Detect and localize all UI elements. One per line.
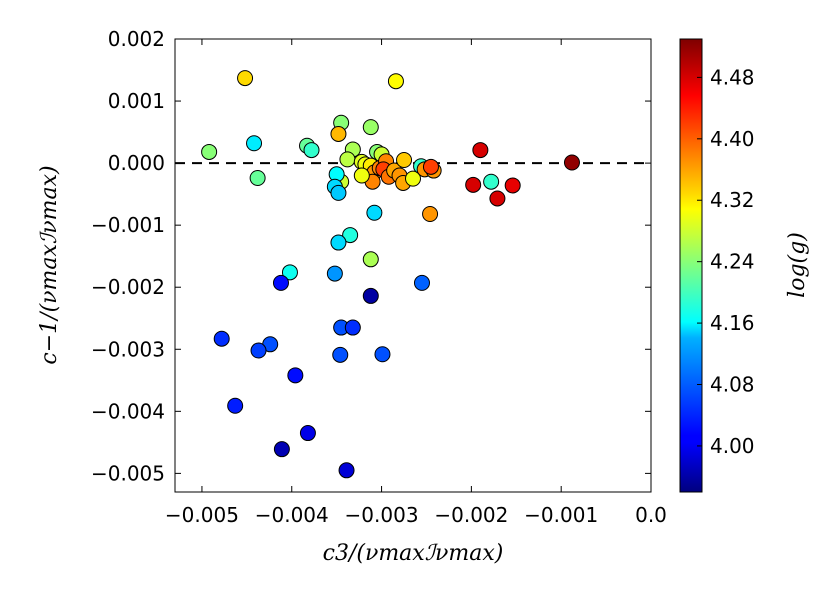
scatter-point-58	[332, 346, 349, 363]
scatter-point-49	[326, 265, 343, 282]
scatter-point-60	[287, 367, 304, 384]
scatter-point-32	[405, 170, 421, 187]
scatter-point-47	[362, 251, 379, 268]
y-tick-label: −0.005	[91, 461, 165, 485]
plot-area	[175, 39, 651, 492]
scatter-point-46	[330, 234, 347, 251]
scatter-point-62	[299, 425, 316, 442]
scatter-point-63	[273, 441, 290, 458]
scatter-point-37	[472, 142, 489, 159]
x-tick-label: −0.003	[345, 503, 419, 527]
colorbar-ticks: 4.00 4.08 4.16 4.24 4.32 4.40 4.48	[697, 65, 755, 458]
scatter-point-41	[504, 177, 521, 194]
colorbar-tick-label: 4.16	[710, 311, 755, 335]
scatter-point-36	[422, 158, 439, 175]
scatter-point-4	[330, 125, 347, 142]
scatter-point-6	[246, 135, 263, 152]
y-tick-label: 0.000	[108, 151, 165, 175]
scatter-point-59	[374, 346, 391, 363]
scatter-point-44	[366, 204, 383, 221]
scatter-point-55	[250, 342, 267, 359]
scatter-point-8	[303, 142, 320, 159]
y-tick-label: −0.001	[91, 213, 165, 237]
colorbar	[679, 38, 703, 493]
colorbar-label: log(g)	[785, 232, 810, 298]
scatter-point-45	[342, 227, 359, 244]
scatter-point-64	[338, 462, 355, 479]
scatter-point-26	[353, 167, 370, 184]
colorbar-tick-label: 4.48	[710, 65, 755, 89]
x-tick-label: −0.001	[524, 503, 598, 527]
y-tick-label: 0.001	[108, 89, 165, 113]
y-axis-label: c−1/(νmaxℐνmax)	[37, 165, 62, 364]
x-tick-label: −0.004	[255, 503, 329, 527]
scatter-point-48	[281, 264, 298, 281]
colorbar-tick-label: 4.08	[710, 373, 755, 397]
colorbar-tick-label: 4.00	[710, 434, 755, 458]
scatter-point-3	[362, 119, 379, 136]
scatter-point-51	[413, 274, 430, 291]
scatter-point-30	[330, 184, 347, 201]
x-tick-label: −0.002	[434, 503, 508, 527]
scatter-point-9	[249, 170, 266, 187]
scatter-point-43	[422, 205, 439, 222]
x-axis-ticks: −0.005 −0.004 −0.003 −0.002 −0.001 0.0	[165, 39, 667, 527]
scatter-point-61	[227, 397, 244, 414]
data-points	[201, 70, 580, 479]
x-tick-label: 0.0	[635, 503, 667, 527]
scatter-point-52	[362, 287, 379, 304]
x-axis-label: c3/(νmaxℐνmax)	[323, 541, 504, 566]
y-tick-label: −0.003	[91, 337, 165, 361]
colorbar-tick-label: 4.40	[710, 127, 755, 151]
plot-frame	[174, 38, 652, 493]
scatter-point-53	[213, 330, 230, 347]
colorbar-tick-label: 4.24	[710, 250, 755, 274]
scatter-point-31	[396, 152, 413, 169]
x-tick-label: −0.005	[165, 503, 239, 527]
scatter-point-50	[272, 274, 289, 291]
scatter-point-11	[339, 151, 356, 168]
y-tick-label: −0.002	[91, 275, 165, 299]
scatter-point-57	[344, 319, 361, 336]
scatter-point-39	[483, 173, 500, 190]
y-tick-label: −0.004	[91, 399, 165, 423]
colorbar-tick-label: 4.32	[710, 188, 755, 212]
scatter-point-38	[465, 176, 482, 193]
scatter-point-5	[201, 143, 218, 160]
y-axis-ticks: 0.002 0.001 0.000 −0.001 −0.002 −0.003 −0.004 −…	[91, 27, 651, 485]
scatter-point-42	[563, 154, 580, 171]
scatter-point-1	[387, 73, 404, 90]
scatter-point-0	[237, 70, 254, 87]
scatter-point-40	[489, 190, 506, 207]
y-tick-label: 0.002	[108, 27, 165, 51]
